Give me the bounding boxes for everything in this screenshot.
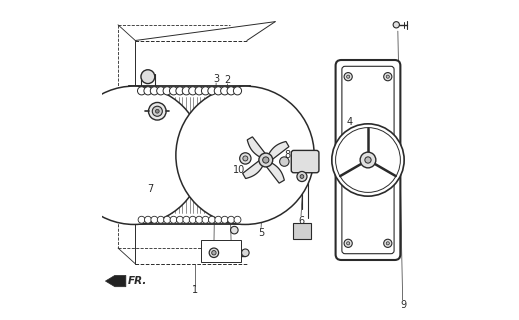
Circle shape (344, 73, 352, 81)
Circle shape (163, 216, 171, 223)
Text: 1: 1 (192, 285, 198, 295)
Circle shape (344, 239, 352, 247)
Circle shape (230, 226, 238, 234)
Circle shape (195, 87, 203, 95)
Circle shape (65, 86, 203, 224)
Text: 10: 10 (233, 165, 245, 175)
Circle shape (155, 109, 159, 113)
Circle shape (259, 153, 272, 167)
Circle shape (176, 86, 314, 224)
Circle shape (300, 175, 304, 178)
Text: 7: 7 (147, 184, 153, 194)
Circle shape (347, 75, 350, 78)
Circle shape (182, 87, 190, 95)
Polygon shape (263, 160, 284, 183)
Circle shape (240, 153, 251, 164)
Circle shape (221, 216, 228, 223)
Circle shape (241, 249, 249, 257)
Circle shape (234, 87, 241, 95)
Circle shape (360, 152, 376, 168)
Circle shape (386, 75, 389, 78)
Circle shape (163, 87, 171, 95)
Polygon shape (105, 276, 126, 287)
Circle shape (332, 124, 404, 196)
Circle shape (384, 239, 392, 247)
Text: 3: 3 (213, 74, 219, 84)
Circle shape (227, 87, 235, 95)
Circle shape (176, 87, 184, 95)
Circle shape (393, 22, 400, 28)
Circle shape (151, 216, 158, 223)
Circle shape (347, 242, 350, 245)
Circle shape (189, 216, 196, 223)
Circle shape (214, 87, 223, 95)
Polygon shape (201, 240, 241, 262)
Circle shape (148, 102, 166, 120)
Circle shape (280, 157, 289, 166)
Text: 4: 4 (347, 117, 353, 127)
Circle shape (202, 216, 209, 223)
Circle shape (228, 216, 235, 223)
FancyBboxPatch shape (291, 150, 319, 173)
Circle shape (208, 87, 216, 95)
FancyBboxPatch shape (342, 66, 394, 254)
Circle shape (157, 87, 165, 95)
FancyBboxPatch shape (336, 60, 400, 260)
Circle shape (170, 216, 177, 223)
Circle shape (263, 157, 269, 163)
Text: 6: 6 (298, 216, 304, 226)
Circle shape (138, 216, 145, 223)
Circle shape (386, 242, 389, 245)
Bar (293, 223, 311, 239)
Circle shape (243, 156, 248, 161)
Circle shape (152, 106, 162, 116)
Circle shape (221, 87, 229, 95)
Circle shape (234, 216, 241, 223)
Polygon shape (247, 137, 269, 160)
Text: 2: 2 (224, 75, 230, 85)
Circle shape (157, 216, 164, 223)
Circle shape (188, 87, 197, 95)
Circle shape (201, 87, 210, 95)
Circle shape (138, 87, 146, 95)
Circle shape (384, 73, 392, 81)
Text: 9: 9 (401, 300, 406, 310)
Circle shape (336, 128, 400, 192)
Circle shape (196, 216, 202, 223)
Text: 5: 5 (258, 228, 264, 238)
Circle shape (141, 70, 155, 84)
Circle shape (144, 87, 152, 95)
Polygon shape (243, 157, 266, 179)
Circle shape (365, 157, 371, 163)
Circle shape (209, 216, 215, 223)
Circle shape (212, 251, 216, 255)
Circle shape (297, 172, 307, 181)
Text: FR.: FR. (128, 276, 147, 286)
Circle shape (151, 87, 158, 95)
Polygon shape (266, 141, 289, 163)
Circle shape (176, 216, 183, 223)
Circle shape (209, 248, 218, 258)
Circle shape (215, 216, 222, 223)
Circle shape (183, 216, 190, 223)
Circle shape (170, 87, 177, 95)
Text: 8: 8 (285, 150, 291, 160)
Circle shape (144, 216, 152, 223)
